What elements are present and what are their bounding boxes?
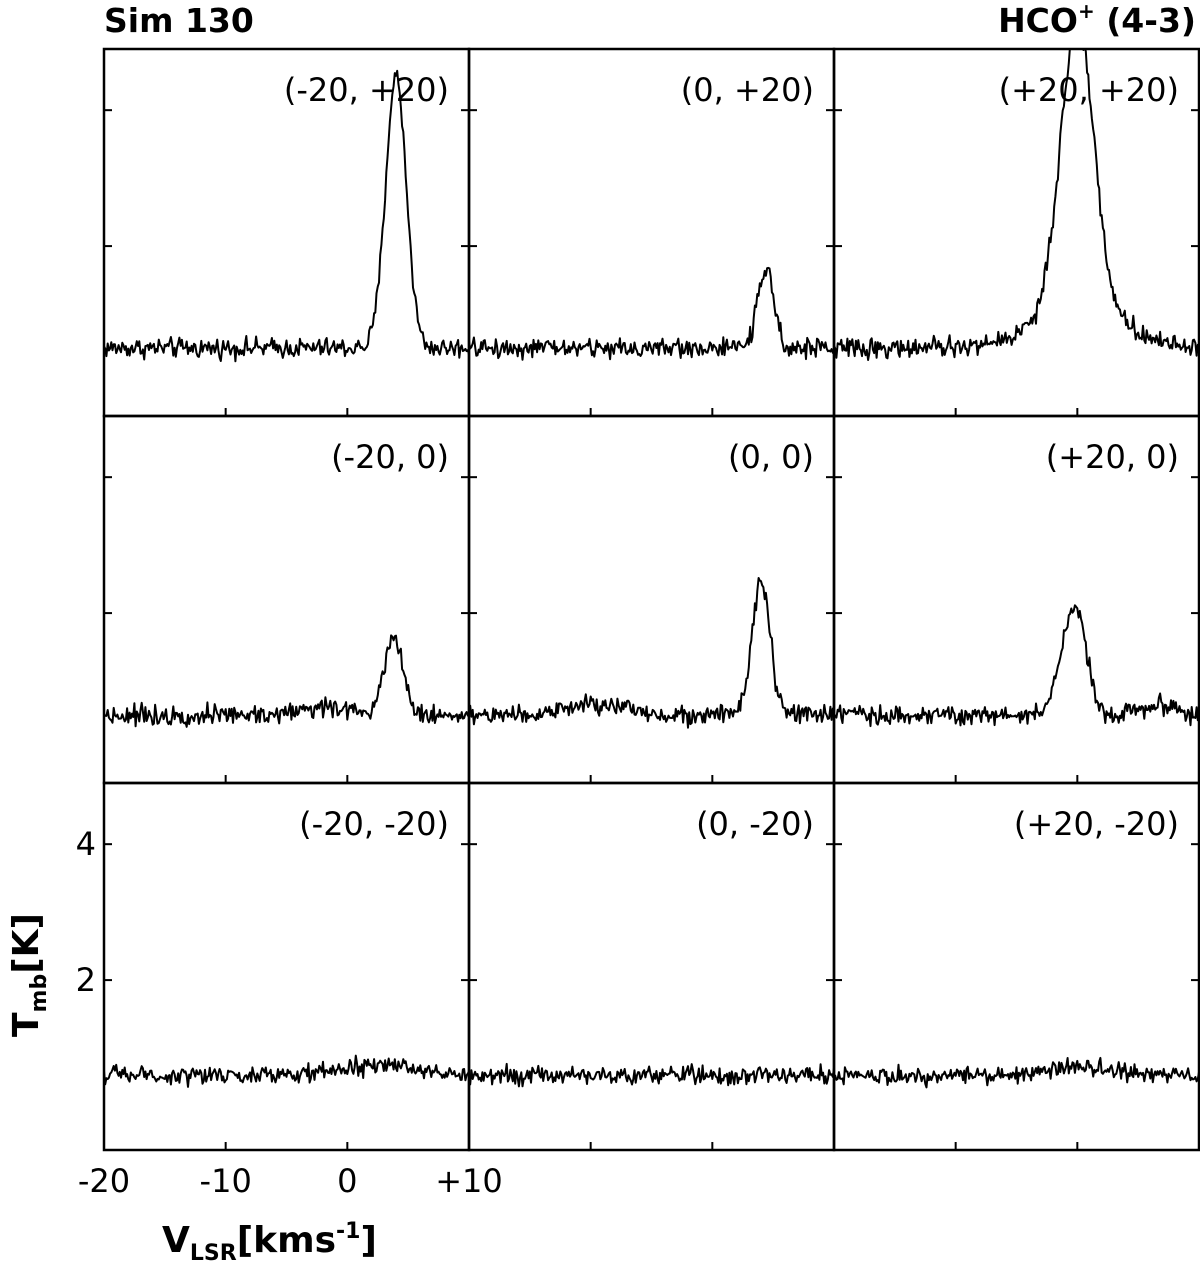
x-tick-label: 0	[337, 1162, 357, 1200]
spectrum-line	[104, 69, 469, 363]
spectrum-line	[469, 577, 834, 729]
x-tick-label: -10	[200, 1162, 252, 1200]
y-axis-title-sub: mb	[27, 974, 52, 1013]
spectrum-panel-6: (+20, 0)	[832, 414, 1200, 785]
panel-offset-label: (+20, 0)	[1046, 438, 1179, 476]
right-title-sup: +	[1078, 0, 1095, 23]
spectrum-panel-4: (-20, 0)	[102, 414, 471, 785]
panel-offset-label: (-20, 0)	[331, 438, 449, 476]
panel-offset-label: (+20, -20)	[1014, 805, 1179, 843]
panels-layer: (-20, +20) (0, +20) (+20, +20) (-20, 0) (0, …	[102, 47, 1200, 1152]
spectrum-line	[834, 604, 1199, 728]
spectrum-line	[469, 1062, 834, 1088]
panel-offset-label: (-20, +20)	[284, 71, 449, 109]
panel-offset-label: (0, -20)	[696, 805, 814, 843]
spectrum-line	[104, 634, 469, 728]
y-axis-title-main: T	[6, 1012, 47, 1037]
panel-frame	[832, 781, 1200, 1152]
y-axis-title-rest: [K]	[6, 913, 47, 974]
panel-offset-label: (+20, +20)	[999, 71, 1179, 109]
spectrum-line	[104, 1054, 469, 1088]
svg-text:Tmb[K]: Tmb[K]	[6, 913, 52, 1037]
panel-offset-label: (0, 0)	[728, 438, 814, 476]
x-axis-title-main: V	[162, 1220, 190, 1261]
spectrum-panel-3: (+20, +20)	[832, 47, 1200, 418]
y-tick-label: 4	[76, 825, 96, 863]
x-tick-label: +10	[435, 1162, 503, 1200]
tick-labels-layer: 2 4 -20 -10 0 +10	[76, 825, 503, 1200]
spectrum-panel-5: (0, 0)	[467, 414, 836, 785]
panel-offset-label: (-20, -20)	[299, 805, 449, 843]
x-axis-title-rest: [kms	[237, 1220, 336, 1261]
x-axis-title-sup: -1	[336, 1219, 360, 1244]
spectrum-line	[834, 1056, 1199, 1089]
spectrum-panel-1: (-20, +20)	[102, 47, 471, 418]
panel-offset-label: (0, +20)	[681, 71, 814, 109]
x-axis-title-close: ]	[360, 1220, 376, 1261]
right-title-rest: (4-3)	[1095, 1, 1196, 40]
spectrum-panel-2: (0, +20)	[467, 47, 836, 418]
spectrum-line	[834, 49, 1199, 361]
x-axis-title-sub: LSR	[190, 1241, 237, 1266]
right-title: HCO+ (4-3)	[998, 0, 1196, 40]
y-tick-label: 2	[76, 961, 96, 999]
x-tick-label: -20	[78, 1162, 130, 1200]
spectrum-panel-9: (+20, -20)	[832, 781, 1200, 1152]
spectrum-panel-8: (0, -20)	[467, 781, 836, 1152]
spectrum-line	[469, 266, 834, 361]
right-title-main: HCO	[998, 1, 1078, 40]
x-axis-title: VLSR[kms-1]	[162, 1219, 377, 1266]
spectrum-panel-7: (-20, -20)	[102, 781, 471, 1152]
y-axis-title: Tmb[K]	[6, 913, 52, 1037]
left-title: Sim 130	[104, 1, 254, 40]
